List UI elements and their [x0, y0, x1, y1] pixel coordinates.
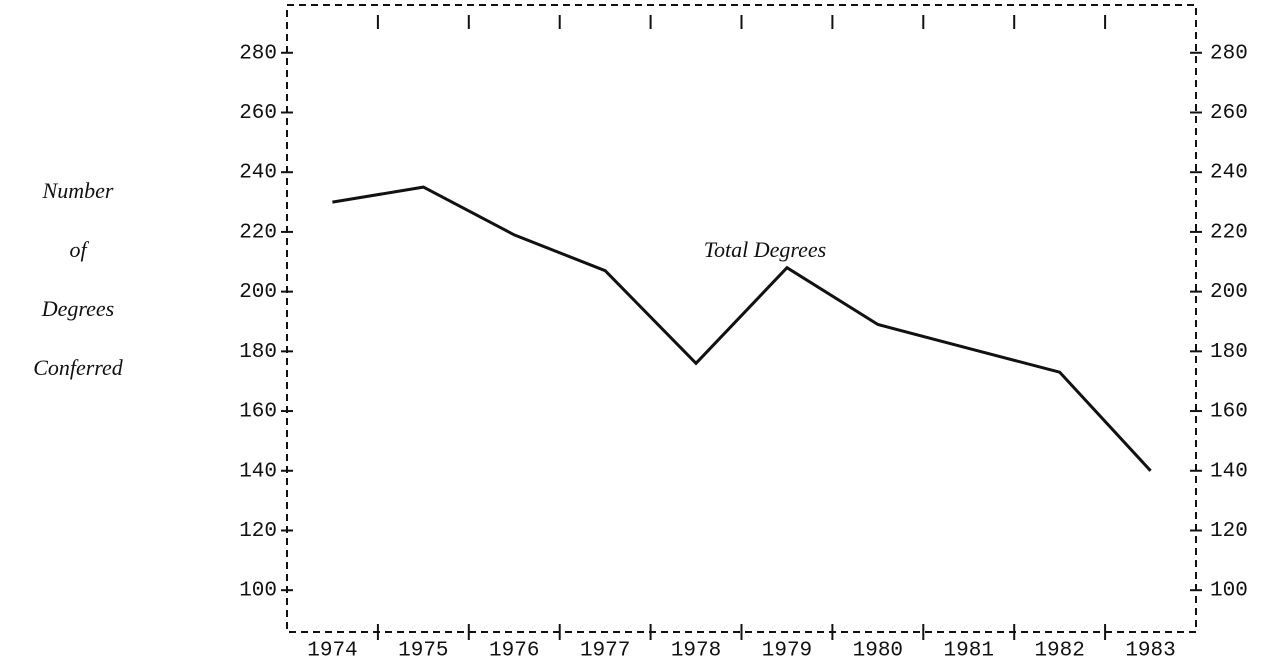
x-tick-label: 1983: [1125, 640, 1175, 663]
y-tick-label: 200: [1210, 281, 1248, 304]
x-tick-label: 1980: [853, 640, 903, 663]
y-axis-title: of: [69, 237, 89, 262]
y-tick-label: 240: [1210, 162, 1248, 185]
x-tick-label: 1981: [944, 640, 994, 663]
y-tick-label: 140: [239, 460, 277, 483]
y-tick-label: 160: [239, 401, 277, 424]
y-tick-label: 180: [1210, 341, 1248, 364]
y-tick-label: 260: [1210, 102, 1248, 125]
x-tick-label: 1982: [1034, 640, 1084, 663]
y-axis-title: Number: [42, 178, 114, 203]
x-tick-label: 1979: [762, 640, 812, 663]
x-tick-label: 1978: [671, 640, 721, 663]
y-tick-label: 280: [1210, 42, 1248, 65]
y-tick-label: 140: [1210, 460, 1248, 483]
annotation: Total Degrees: [704, 237, 826, 262]
x-tick-label: 1977: [580, 640, 630, 663]
y-axis-title: Degrees: [41, 296, 115, 321]
y-axis-title: Conferred: [33, 355, 124, 380]
y-tick-label: 160: [1210, 401, 1248, 424]
data-line: [332, 185, 1152, 472]
y-tick-label: 120: [1210, 520, 1248, 543]
y-tick-label: 280: [239, 42, 277, 65]
y-tick-label: 260: [239, 102, 277, 125]
y-tick-label: 100: [239, 580, 277, 603]
x-tick-label: 1974: [307, 640, 357, 663]
y-tick-label: 180: [239, 341, 277, 364]
y-tick-label: 100: [1210, 580, 1248, 603]
y-tick-label: 120: [239, 520, 277, 543]
x-tick-label: 1976: [489, 640, 539, 663]
y-tick-label: 200: [239, 281, 277, 304]
y-tick-label: 240: [239, 162, 277, 185]
x-tick-label: 1975: [398, 640, 448, 663]
y-tick-label: 220: [1210, 221, 1248, 244]
plot-frame: [286, 4, 1197, 633]
y-tick-label: 220: [239, 221, 277, 244]
